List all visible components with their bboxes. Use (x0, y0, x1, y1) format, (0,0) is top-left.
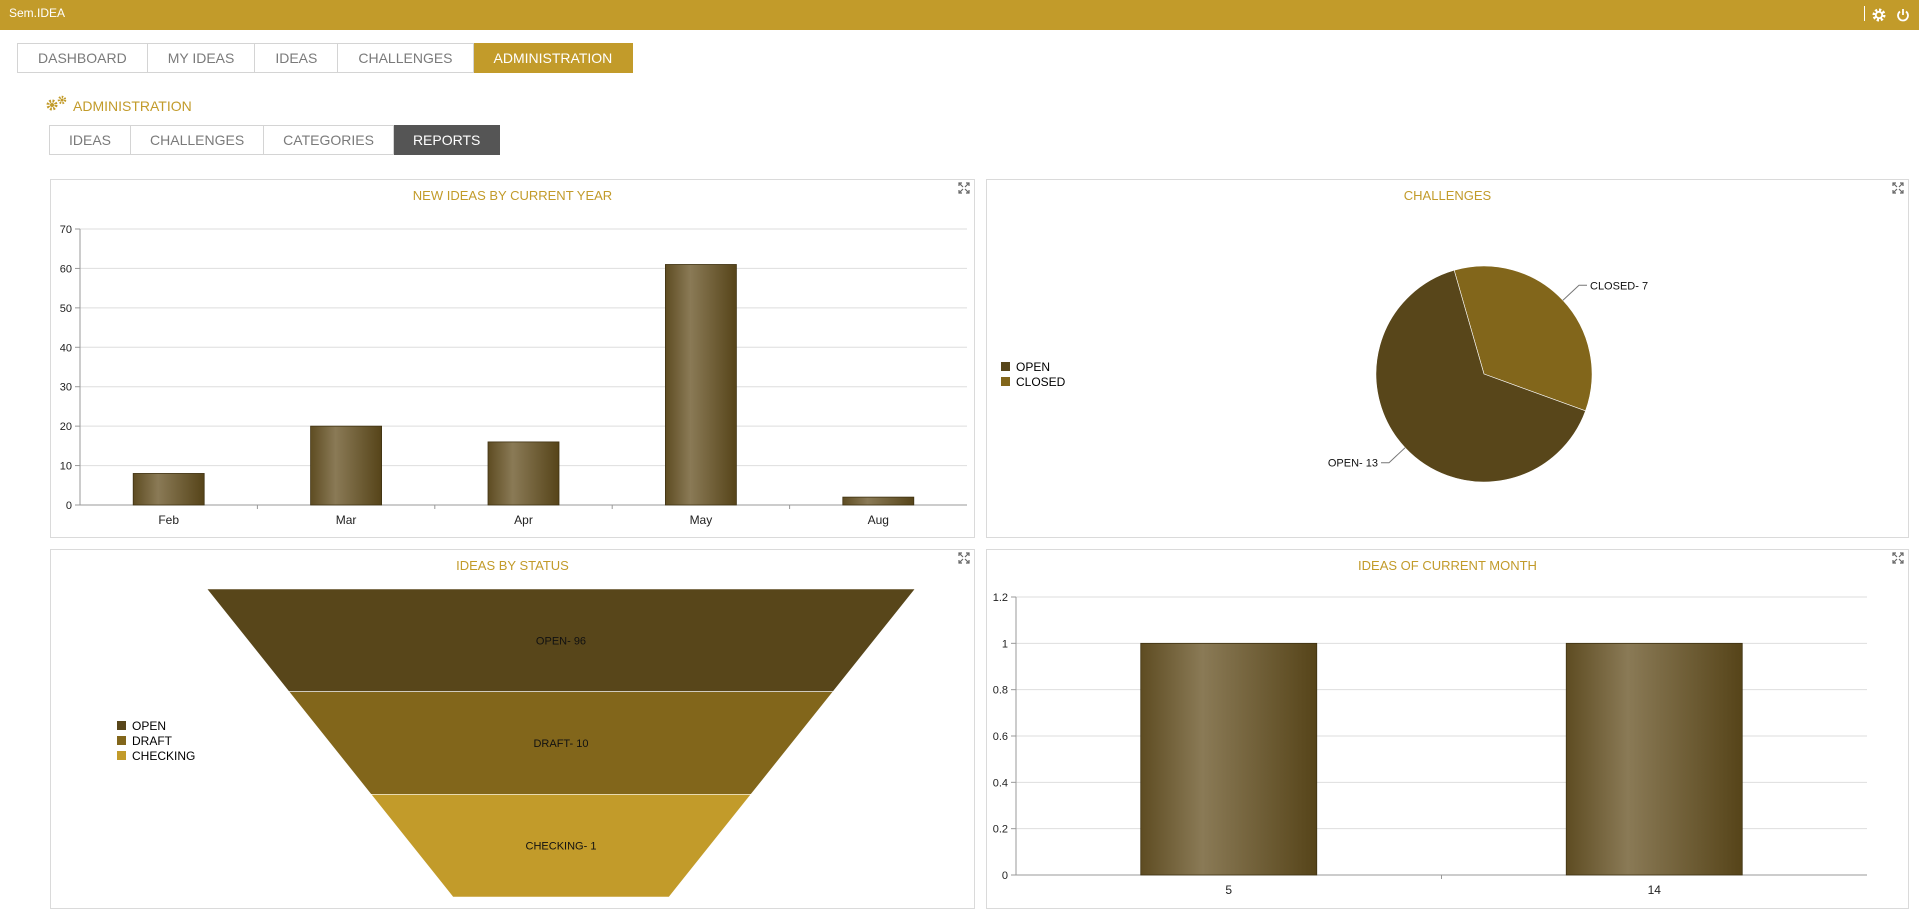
sub-tabs: IDEAS CHALLENGES CATEGORIES REPORTS (49, 125, 501, 155)
legend-label: OPEN (1016, 359, 1051, 374)
bar (132, 473, 205, 506)
chart-new-ideas-by-year: 0 10 20 30 40 50 60 70 Feb Mar Apr May Aug (60, 224, 967, 527)
panel-ideas-current-month: IDEAS OF CURRENT MONTH 0 0.2 0.4 0.6 0.8 1 1.2… (986, 549, 1909, 909)
app-title: Sem.IDEA (9, 6, 66, 20)
slice-label: OPEN- 13 (1328, 458, 1378, 470)
main-tabs: DASHBOARD MY IDEAS IDEAS CHALLENGES ADMI… (17, 43, 634, 73)
legend-item-open[interactable]: OPEN (1001, 359, 1065, 374)
legend-item-closed[interactable]: CLOSED (1001, 374, 1065, 389)
y-tick-label: 0.2 (993, 824, 1008, 836)
tab-my-ideas[interactable]: MY IDEAS (147, 43, 256, 73)
legend-swatch (117, 721, 126, 730)
y-tick-label: 10 (60, 461, 72, 473)
chart-title: IDEAS OF CURRENT MONTH (1358, 558, 1537, 573)
tab-ideas[interactable]: IDEAS (255, 43, 339, 73)
legend: OPEN CLOSED (1001, 359, 1065, 389)
bar (842, 496, 915, 506)
chart-challenges: OPEN- 13 CLOSED- 7 (1328, 265, 1648, 483)
tab-challenges[interactable]: CHALLENGES (338, 43, 474, 73)
chart-ideas-current-month: 0 0.2 0.4 0.6 0.8 1 1.2 5 14 (993, 592, 1867, 897)
subtab-reports[interactable]: REPORTS (393, 125, 501, 155)
legend-label: DRAFT (132, 733, 172, 748)
legend-item-checking[interactable]: CHECKING (117, 748, 195, 763)
panel-ideas-by-status: IDEAS BY STATUS OPEN DRAFT CHECKING OPEN… (50, 549, 975, 909)
y-tick-label: 20 (60, 421, 72, 433)
pie-slice (1375, 269, 1586, 483)
subtab-categories[interactable]: CATEGORIES (264, 125, 394, 155)
expand-icon[interactable] (957, 181, 971, 195)
top-bar: Sem.IDEA (0, 0, 1919, 30)
legend-swatch (1001, 362, 1010, 371)
subtab-challenges[interactable]: CHALLENGES (131, 125, 265, 155)
slice-connector (1562, 284, 1588, 301)
x-tick-label: 5 (1225, 883, 1232, 897)
chart-title: CHALLENGES (1403, 188, 1492, 203)
legend-swatch (117, 751, 126, 760)
y-tick-label: 0.6 (993, 731, 1008, 743)
legend-label: CLOSED (1016, 374, 1066, 389)
bar (487, 441, 560, 506)
funnel-label: OPEN- 96 (536, 635, 586, 647)
x-tick-label: Apr (514, 513, 533, 527)
bar (310, 425, 383, 506)
bar (1140, 642, 1318, 876)
y-tick-label: 0.8 (993, 685, 1008, 697)
expand-icon[interactable] (1891, 181, 1905, 195)
subtab-ideas[interactable]: IDEAS (49, 125, 132, 155)
y-tick-label: 1.2 (993, 592, 1008, 604)
expand-icon[interactable] (957, 551, 971, 565)
slice-connector (1380, 447, 1406, 464)
chart-title: IDEAS BY STATUS (456, 558, 569, 573)
x-tick-label: Mar (336, 513, 357, 527)
power-icon[interactable] (1895, 7, 1911, 23)
section-title: ADMINISTRATION (73, 97, 192, 114)
funnel-label: CHECKING- 1 (526, 841, 597, 853)
y-tick-label: 0.4 (993, 777, 1008, 789)
x-tick-label: 14 (1648, 883, 1662, 897)
tab-dashboard[interactable]: DASHBOARD (17, 43, 148, 73)
funnel-segment (370, 794, 752, 898)
pie-slice (1453, 265, 1593, 412)
y-tick-label: 30 (60, 382, 72, 394)
y-tick-label: 50 (60, 303, 72, 315)
legend: OPEN DRAFT CHECKING (117, 718, 195, 763)
legend-swatch (1001, 377, 1010, 386)
chart-ideas-by-status: OPEN- 96 DRAFT- 10 CHECKING- 1 (206, 588, 916, 898)
chart-title: NEW IDEAS BY CURRENT YEAR (412, 188, 613, 203)
legend-item-draft[interactable]: DRAFT (117, 733, 195, 748)
y-tick-label: 70 (60, 224, 72, 236)
x-tick-label: Feb (158, 513, 179, 527)
bar (665, 264, 737, 506)
y-tick-label: 1 (1002, 638, 1008, 650)
x-tick-label: May (690, 513, 713, 527)
y-tick-label: 40 (60, 342, 72, 354)
legend-label: CHECKING (132, 748, 196, 763)
expand-icon[interactable] (1891, 551, 1905, 565)
bar (1565, 642, 1743, 876)
slice-label: CLOSED- 7 (1590, 280, 1648, 292)
section-header: ADMINISTRATION (45, 95, 192, 116)
y-tick-label: 60 (60, 263, 72, 275)
panel-new-ideas-by-year: NEW IDEAS BY CURRENT YEAR 0 10 20 30 40 50 60 7… (50, 179, 975, 538)
legend-swatch (117, 736, 126, 745)
y-tick-label: 0 (66, 500, 72, 512)
gear-icon[interactable] (1871, 7, 1887, 23)
panel-challenges: CHALLENGES OPEN CLOSED OPEN- 13 CLOSED- 7 (986, 179, 1909, 538)
gears-icon (45, 95, 69, 116)
legend-item-open[interactable]: OPEN (117, 718, 195, 733)
y-tick-label: 0 (1002, 870, 1008, 882)
funnel-label: DRAFT- 10 (533, 738, 588, 750)
legend-label: OPEN (132, 718, 167, 733)
tab-administration[interactable]: ADMINISTRATION (473, 43, 634, 73)
separator (1864, 6, 1865, 21)
x-tick-label: Aug (868, 513, 889, 527)
